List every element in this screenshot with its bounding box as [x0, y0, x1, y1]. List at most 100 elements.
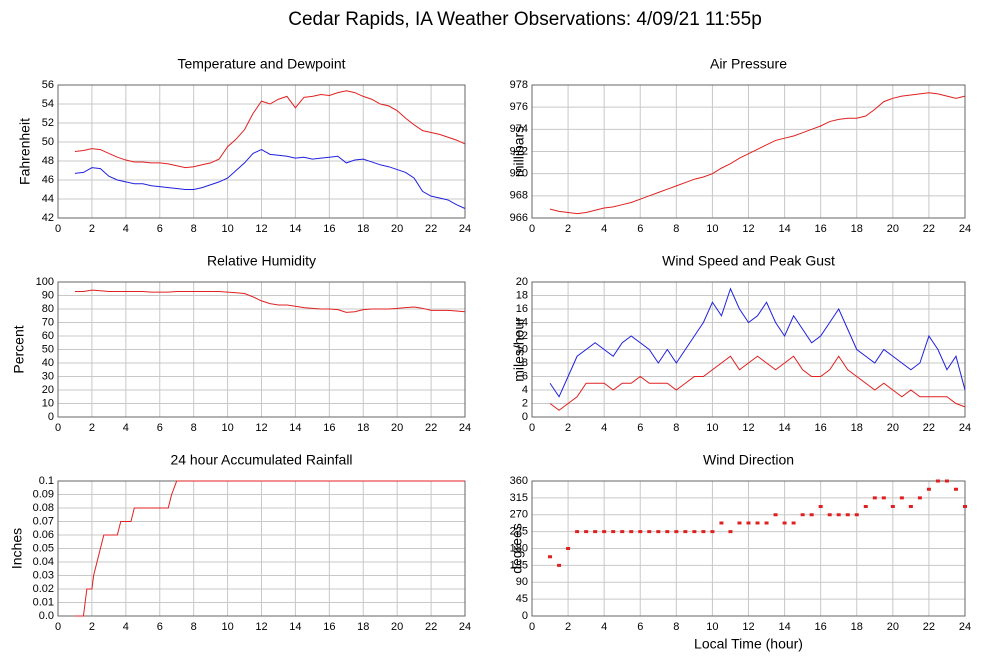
y-tick-label: 135	[510, 559, 528, 571]
x-tick-label: 8	[673, 223, 679, 235]
x-tick-label: 0	[55, 422, 61, 434]
data-point	[611, 530, 616, 534]
y-axis-label: Percent	[11, 325, 27, 373]
series-line	[74, 149, 466, 209]
x-tick-label: 18	[851, 422, 863, 434]
data-point	[845, 513, 850, 517]
y-tick-label: 70	[42, 316, 54, 328]
y-tick-label: 0.08	[33, 502, 54, 514]
data-point	[773, 513, 778, 517]
series-line	[549, 287, 966, 398]
data-point	[665, 530, 670, 534]
y-tick-label: 978	[510, 79, 528, 91]
y-tick-label: 0.1	[39, 475, 54, 487]
y-tick-label: 30	[42, 370, 54, 382]
x-tick-label: 10	[221, 422, 233, 434]
x-tick-label: 0	[529, 223, 535, 235]
data-point	[872, 496, 877, 500]
x-tick-label: 20	[887, 223, 899, 235]
data-point	[917, 496, 922, 500]
y-tick-label: 0.05	[33, 542, 54, 554]
y-tick-label: 44	[42, 193, 54, 205]
x-tick-label: 18	[357, 621, 369, 633]
y-tick-label: 14	[516, 316, 528, 328]
data-point	[683, 530, 688, 534]
data-point	[710, 530, 715, 534]
y-tick-label: 10	[42, 397, 54, 409]
data-point	[719, 521, 724, 525]
data-point	[809, 513, 814, 517]
y-tick-label: 45	[516, 593, 528, 605]
x-tick-label: 4	[123, 621, 129, 633]
x-axis-label: Local Time (hour)	[694, 636, 803, 652]
x-tick-label: 14	[289, 422, 301, 434]
x-tick-label: 6	[157, 223, 163, 235]
x-tick-label: 24	[959, 621, 971, 633]
x-tick-label: 2	[89, 223, 95, 235]
y-tick-label: 225	[510, 526, 528, 538]
y-tick-label: 80	[42, 303, 54, 315]
plot-frame	[531, 84, 966, 219]
x-tick-label: 22	[425, 422, 437, 434]
data-point	[953, 487, 958, 491]
x-tick-label: 0	[55, 223, 61, 235]
y-tick-label: 54	[42, 98, 54, 110]
x-tick-label: 22	[425, 223, 437, 235]
x-tick-label: 16	[323, 223, 335, 235]
data-point	[620, 530, 625, 534]
data-point	[890, 505, 895, 508]
data-point	[629, 530, 634, 534]
x-tick-label: 2	[89, 621, 95, 633]
x-tick-label: 14	[778, 422, 790, 434]
x-tick-label: 10	[221, 223, 233, 235]
y-tick-label: 270	[510, 509, 528, 521]
data-point	[638, 530, 643, 534]
y-tick-label: 0.02	[33, 583, 54, 595]
plot-frame	[531, 281, 966, 418]
x-tick-label: 6	[637, 422, 643, 434]
chart-title: Wind Speed and Peak Gust	[662, 253, 835, 269]
y-tick-label: 0	[48, 411, 54, 423]
data-point	[701, 530, 706, 534]
x-tick-label: 2	[89, 422, 95, 434]
data-point	[791, 521, 796, 525]
y-tick-label: 0	[522, 411, 528, 423]
x-tick-label: 8	[673, 621, 679, 633]
plot-frame	[57, 281, 466, 418]
y-axis-label: Inches	[9, 528, 25, 569]
x-tick-label: 10	[706, 621, 718, 633]
x-tick-label: 10	[221, 621, 233, 633]
y-tick-label: 8	[522, 357, 528, 369]
y-tick-label: 90	[42, 289, 54, 301]
y-tick-label: 16	[516, 303, 528, 315]
x-tick-label: 6	[157, 422, 163, 434]
y-tick-label: 100	[36, 276, 54, 288]
y-tick-label: 6	[522, 370, 528, 382]
x-tick-label: 12	[742, 223, 754, 235]
x-tick-label: 14	[289, 621, 301, 633]
y-tick-label: 315	[510, 492, 528, 504]
x-tick-label: 16	[815, 621, 827, 633]
x-tick-label: 18	[851, 223, 863, 235]
data-point	[674, 530, 679, 534]
data-point	[899, 496, 904, 500]
x-tick-label: 24	[959, 422, 971, 434]
y-tick-label: 0.01	[33, 596, 54, 608]
x-tick-label: 20	[391, 422, 403, 434]
y-tick-label: 12	[516, 330, 528, 342]
x-tick-label: 0	[55, 621, 61, 633]
y-tick-label: 0.07	[33, 515, 54, 527]
y-tick-label: 56	[42, 79, 54, 91]
chart-title: Relative Humidity	[207, 253, 316, 269]
x-tick-label: 18	[357, 422, 369, 434]
chart-title: 24 hour Accumulated Rainfall	[170, 452, 352, 468]
data-point	[746, 521, 751, 525]
y-tick-label: 0.09	[33, 488, 54, 500]
x-tick-label: 20	[391, 621, 403, 633]
x-tick-label: 4	[601, 422, 607, 434]
plot-frame	[531, 480, 966, 617]
y-tick-label: 42	[42, 212, 54, 224]
series-line	[74, 289, 466, 313]
y-tick-label: 0	[522, 610, 528, 622]
x-tick-label: 24	[459, 223, 471, 235]
